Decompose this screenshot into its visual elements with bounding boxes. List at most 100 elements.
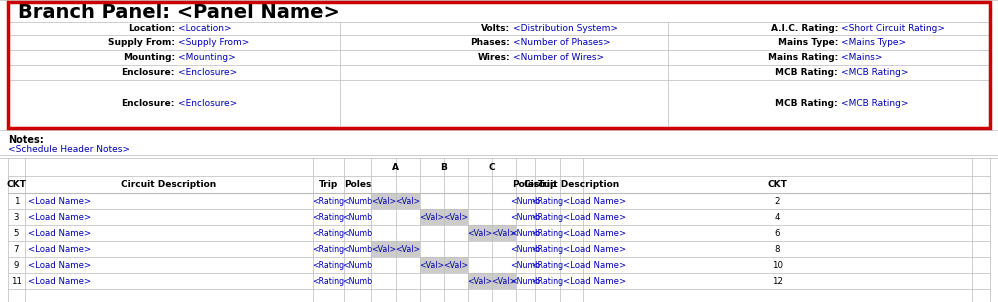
Text: <Numb: <Numb — [342, 229, 372, 237]
Text: Volts:: Volts: — [481, 24, 510, 33]
Text: <Numb: <Numb — [342, 197, 372, 205]
Text: <Load Name>: <Load Name> — [563, 277, 626, 285]
Text: <Load Name>: <Load Name> — [563, 229, 626, 237]
Text: <Schedule Header Notes>: <Schedule Header Notes> — [8, 145, 130, 154]
Text: <Val>: <Val> — [491, 277, 517, 285]
Text: <Load Name>: <Load Name> — [563, 213, 626, 221]
Text: <Number of Wires>: <Number of Wires> — [513, 53, 604, 62]
Text: 7: 7 — [14, 245, 19, 253]
Bar — [420, 209, 468, 225]
Text: <Load Name>: <Load Name> — [563, 245, 626, 253]
Text: CKT: CKT — [7, 180, 26, 189]
Text: <Rating: <Rating — [312, 245, 344, 253]
Text: <Mains Type>: <Mains Type> — [841, 38, 906, 47]
Text: 4: 4 — [774, 213, 780, 221]
Text: C: C — [489, 162, 495, 172]
Text: <Val>: <Val> — [371, 197, 396, 205]
Text: A: A — [392, 162, 399, 172]
Text: Trip: Trip — [319, 180, 338, 189]
Text: <Load Name>: <Load Name> — [28, 261, 91, 269]
Text: 12: 12 — [772, 277, 783, 285]
Text: Circuit Description: Circuit Description — [122, 180, 217, 189]
Text: Poles: Poles — [512, 180, 539, 189]
Text: <Val>: <Val> — [395, 245, 420, 253]
Text: CKT: CKT — [767, 180, 787, 189]
Text: <MCB Rating>: <MCB Rating> — [841, 68, 908, 77]
Text: <Mains>: <Mains> — [841, 53, 882, 62]
Text: <Numb: <Numb — [510, 213, 541, 221]
Text: <Val>: <Val> — [491, 229, 517, 237]
Text: B: B — [440, 162, 447, 172]
Text: <Load Name>: <Load Name> — [28, 229, 91, 237]
Text: <Numb: <Numb — [342, 245, 372, 253]
Text: <Number of Phases>: <Number of Phases> — [513, 38, 611, 47]
Text: <Rating: <Rating — [312, 229, 344, 237]
Text: <Val>: <Val> — [419, 213, 444, 221]
Text: <Load Name>: <Load Name> — [28, 197, 91, 205]
Text: <Supply From>: <Supply From> — [178, 38, 250, 47]
Text: <Rating: <Rating — [532, 197, 564, 205]
Text: <Numb: <Numb — [510, 197, 541, 205]
Text: Mounting:: Mounting: — [123, 53, 175, 62]
Text: Notes:: Notes: — [8, 135, 44, 145]
Bar — [468, 225, 516, 241]
Bar — [420, 257, 468, 273]
Text: <Location>: <Location> — [178, 24, 232, 33]
Text: 5: 5 — [14, 229, 19, 237]
Text: 8: 8 — [774, 245, 780, 253]
Text: <Rating: <Rating — [532, 277, 564, 285]
Text: <Numb: <Numb — [510, 277, 541, 285]
Text: <Numb: <Numb — [510, 229, 541, 237]
Text: <Numb: <Numb — [342, 213, 372, 221]
Text: <Load Name>: <Load Name> — [28, 277, 91, 285]
Text: 1: 1 — [14, 197, 19, 205]
Text: <Val>: <Val> — [419, 261, 444, 269]
Text: Branch Panel: <Panel Name>: Branch Panel: <Panel Name> — [18, 2, 340, 21]
Text: Enclosure:: Enclosure: — [122, 68, 175, 77]
Text: MCB Rating:: MCB Rating: — [775, 68, 838, 77]
Text: <Numb: <Numb — [510, 245, 541, 253]
Text: <Numb: <Numb — [342, 277, 372, 285]
Bar — [8, 2, 990, 128]
Text: <Load Name>: <Load Name> — [28, 213, 91, 221]
Text: <Mounting>: <Mounting> — [178, 53, 236, 62]
Text: <Rating: <Rating — [312, 277, 344, 285]
Text: Mains Rating:: Mains Rating: — [767, 53, 838, 62]
Text: <Rating: <Rating — [312, 197, 344, 205]
Text: <Val>: <Val> — [443, 213, 469, 221]
Text: Poles: Poles — [344, 180, 371, 189]
Text: <Distribution System>: <Distribution System> — [513, 24, 618, 33]
Text: 9: 9 — [14, 261, 19, 269]
Text: MCB Rating:: MCB Rating: — [775, 99, 838, 108]
Text: 2: 2 — [774, 197, 780, 205]
Bar — [468, 273, 516, 289]
Text: <Load Name>: <Load Name> — [563, 261, 626, 269]
Text: <Numb: <Numb — [342, 261, 372, 269]
Text: 11: 11 — [11, 277, 22, 285]
Text: <Rating: <Rating — [532, 213, 564, 221]
Text: <Load Name>: <Load Name> — [28, 245, 91, 253]
Text: 10: 10 — [772, 261, 783, 269]
Text: Circuit Description: Circuit Description — [524, 180, 619, 189]
Text: 6: 6 — [774, 229, 780, 237]
Text: <Rating: <Rating — [532, 229, 564, 237]
Text: <Rating: <Rating — [312, 213, 344, 221]
Text: Location:: Location: — [128, 24, 175, 33]
Text: <Enclosure>: <Enclosure> — [178, 68, 238, 77]
Text: Mains Type:: Mains Type: — [777, 38, 838, 47]
Text: Supply From:: Supply From: — [108, 38, 175, 47]
Bar — [371, 193, 420, 209]
Text: <Enclosure>: <Enclosure> — [178, 99, 238, 108]
Text: <Val>: <Val> — [443, 261, 469, 269]
Text: <Rating: <Rating — [532, 245, 564, 253]
Text: <Val>: <Val> — [395, 197, 420, 205]
Text: Phases:: Phases: — [470, 38, 510, 47]
Text: <Val>: <Val> — [467, 277, 493, 285]
Text: Trip: Trip — [538, 180, 557, 189]
Text: <Load Name>: <Load Name> — [563, 197, 626, 205]
Text: Enclosure:: Enclosure: — [122, 99, 175, 108]
Text: <Numb: <Numb — [510, 261, 541, 269]
Text: <Val>: <Val> — [371, 245, 396, 253]
Text: <Val>: <Val> — [467, 229, 493, 237]
Text: <MCB Rating>: <MCB Rating> — [841, 99, 908, 108]
